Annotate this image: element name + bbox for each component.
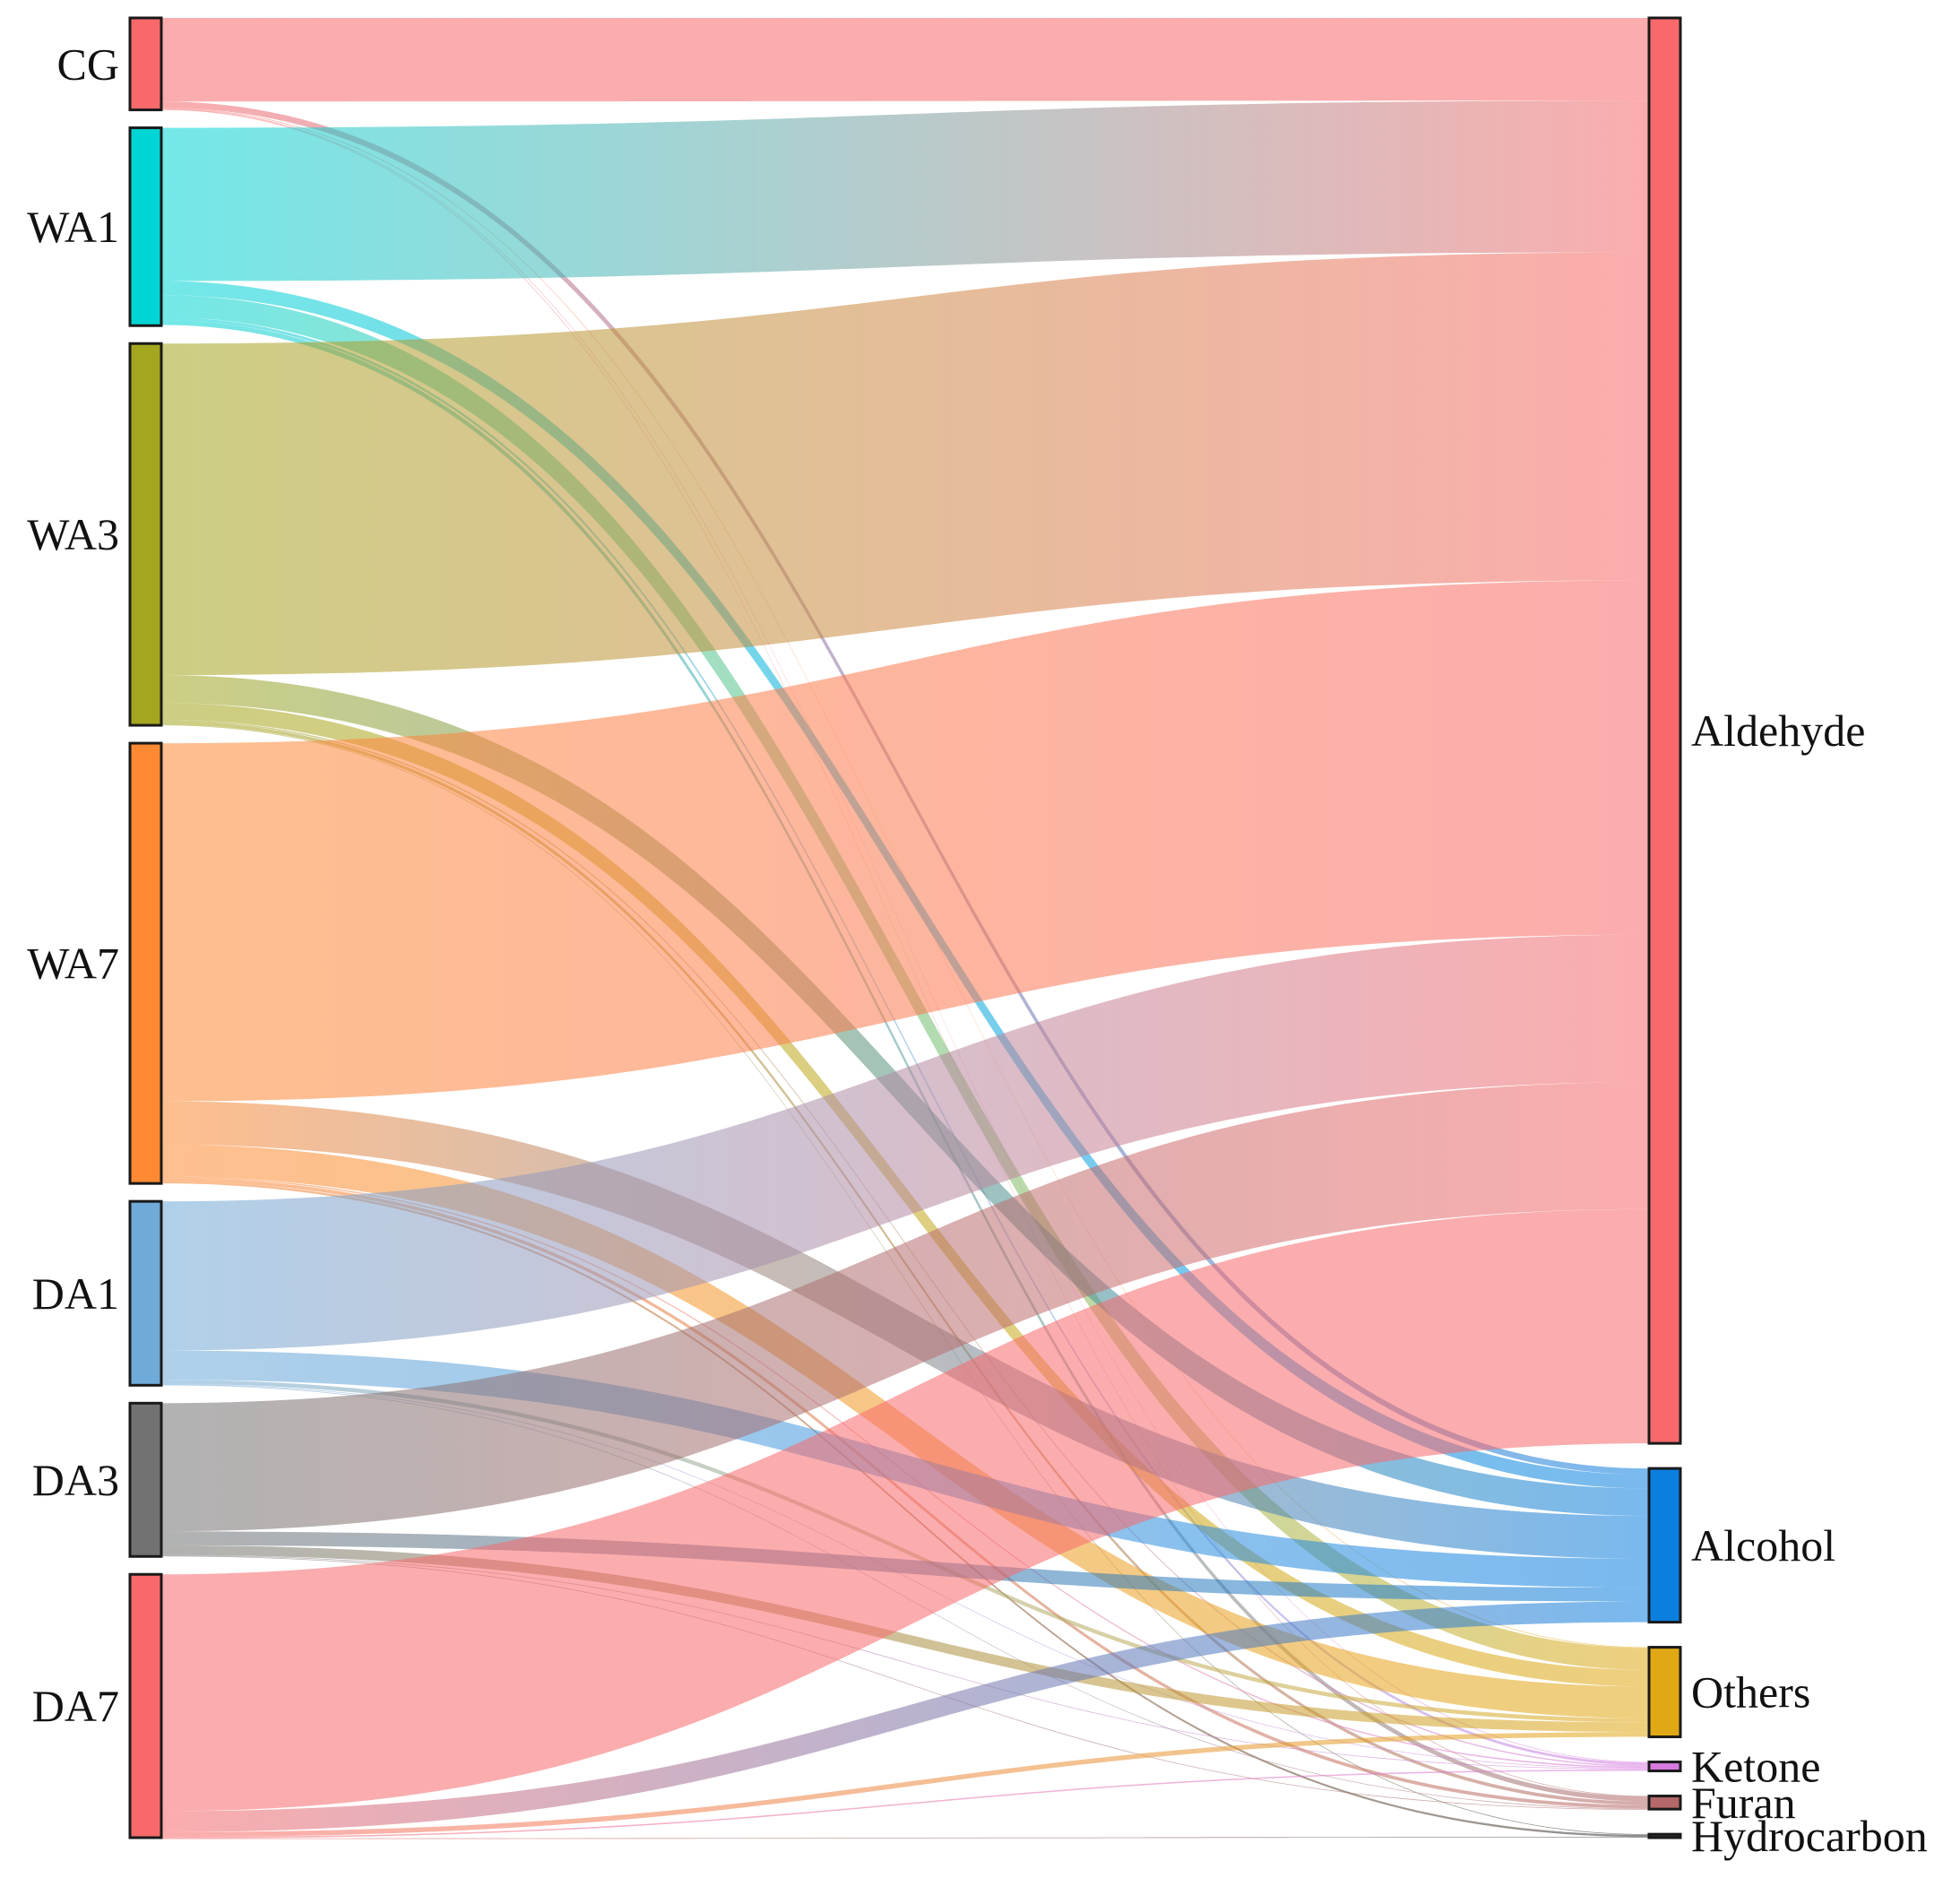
node-label-wa7: WA7	[27, 939, 119, 989]
node-label-furan: Furan	[1691, 1778, 1796, 1828]
node-label-cg: CG	[57, 39, 119, 89]
link-da3-to-furan	[161, 1555, 1649, 1810]
node-label-others: Others	[1691, 1667, 1810, 1718]
node-label-da1: DA1	[32, 1268, 119, 1319]
link-wa1-to-furan	[161, 320, 1649, 1802]
links-layer	[161, 18, 1649, 1839]
node-label-ketone: Ketone	[1691, 1742, 1820, 1792]
link-cg-to-aldehyde	[161, 18, 1649, 102]
link-wa1-to-ketone	[161, 316, 1649, 1766]
link-da1-to-aldehyde	[161, 934, 1649, 1351]
link-da7-to-others	[161, 1732, 1649, 1838]
node-label-wa3: WA3	[27, 509, 119, 559]
link-da7-to-alcohol	[161, 1601, 1649, 1832]
node-label-da3: DA3	[32, 1455, 119, 1505]
node-wa3	[128, 342, 163, 727]
link-wa1-to-aldehyde	[161, 100, 1649, 281]
link-da3-to-ketone	[161, 1554, 1649, 1770]
link-wa3-to-aldehyde	[161, 252, 1649, 676]
node-label-hydrocarbon: Hydrocarbon	[1691, 1811, 1928, 1861]
node-da1	[128, 1199, 163, 1387]
node-aldehyde	[1647, 16, 1682, 1445]
node-furan	[1647, 1795, 1682, 1811]
nodes-layer	[128, 16, 1682, 1839]
link-da7-to-hydrocarbon	[161, 1837, 1649, 1839]
link-wa7-to-aldehyde	[161, 580, 1649, 1102]
node-label-aldehyde: Aldehyde	[1691, 705, 1865, 756]
node-hydrocarbon	[1647, 1832, 1682, 1839]
node-others	[1647, 1646, 1682, 1739]
link-da7-to-ketone	[161, 1770, 1649, 1839]
link-da3-to-aldehyde	[161, 1082, 1649, 1532]
node-alcohol	[1647, 1467, 1682, 1624]
node-label-alcohol: Alcohol	[1691, 1520, 1835, 1571]
labels-layer: CG WA1 WA3 WA7 DA1 DA3 DA7 Aldehyde Alcohol Other…	[27, 39, 1928, 1861]
link-da7-to-aldehyde	[161, 1208, 1649, 1812]
node-label-da7: DA7	[32, 1681, 119, 1731]
node-da3	[128, 1401, 163, 1558]
node-label-wa1: WA1	[27, 202, 119, 252]
node-wa1	[128, 126, 163, 327]
node-cg	[128, 16, 163, 112]
node-wa7	[128, 741, 163, 1185]
node-da7	[128, 1572, 163, 1839]
link-da3-to-others	[161, 1545, 1649, 1733]
node-ketone	[1647, 1761, 1682, 1773]
